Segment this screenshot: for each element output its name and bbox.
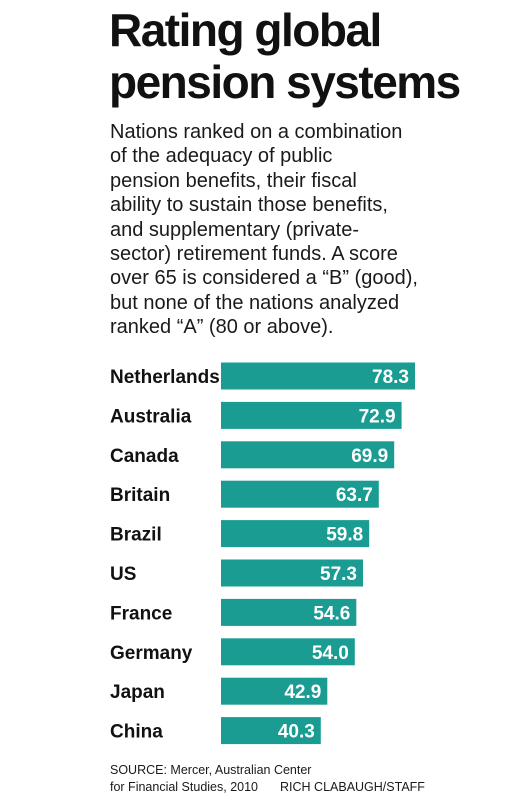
- bar-australia: [221, 401, 402, 429]
- chart-title-line-2: pension systems: [109, 56, 461, 108]
- subtitle-line-8: but none of the nations analyzed: [110, 291, 400, 314]
- value-label-australia: 72.9: [359, 406, 396, 427]
- bar-germany: [221, 638, 355, 666]
- value-label-canada: 69.9: [351, 446, 388, 467]
- bar-us: [221, 559, 363, 587]
- chart-title-line-1: Rating global: [109, 4, 382, 56]
- category-label-france: France: [110, 603, 172, 624]
- category-label-britain: Britain: [110, 485, 170, 506]
- value-label-china: 40.3: [278, 722, 315, 743]
- source-line-2-text: for Financial Studies, 2010: [110, 780, 259, 794]
- staff-credit: RICH CLABAUGH/STAFF: [280, 780, 425, 794]
- bar-france: [221, 598, 357, 626]
- category-label-us: US: [110, 564, 136, 585]
- bar-brazil: [221, 520, 370, 548]
- subtitle-line-5: and supplementary (private-: [110, 218, 360, 241]
- value-label-britain: 63.7: [336, 485, 373, 506]
- subtitle-line-9: ranked “A” (80 or above).: [110, 316, 334, 339]
- source-note: SOURCE: Mercer, Australian Center for Fi…: [110, 762, 525, 796]
- subtitle-line-1: Nations ranked on a combination: [110, 121, 403, 143]
- bar-britain: [221, 480, 379, 508]
- category-label-netherlands: Netherlands: [110, 367, 220, 388]
- value-label-germany: 54.0: [312, 643, 349, 664]
- subtitle-line-6: sector) retirement funds. A score: [110, 243, 398, 266]
- category-label-germany: Germany: [110, 643, 193, 664]
- value-label-us: 57.3: [320, 564, 357, 585]
- subtitle-line-3: pension benefits, their fiscal: [110, 169, 357, 192]
- bar-japan: [221, 677, 328, 705]
- bar-china: [221, 717, 321, 745]
- value-label-france: 54.6: [313, 603, 350, 624]
- category-label-china: China: [110, 722, 163, 743]
- chart-title: Rating global pension systems: [109, 4, 519, 108]
- subtitle-line-4: ability to sustain those benefits,: [110, 194, 388, 217]
- category-label-japan: Japan: [110, 682, 165, 703]
- value-label-netherlands: 78.3: [372, 367, 409, 388]
- chart-subtitle: Nations ranked on a combination of the a…: [110, 120, 525, 340]
- subtitle-line-7: over 65 is considered a “B” (good),: [110, 267, 418, 290]
- value-label-japan: 42.9: [284, 682, 321, 703]
- value-label-brazil: 59.8: [326, 525, 363, 546]
- subtitle-line-2: of the adequacy of public: [110, 145, 333, 168]
- bar-canada: [221, 441, 395, 469]
- category-label-australia: Australia: [110, 406, 192, 427]
- bar-netherlands: [221, 362, 415, 390]
- source-line-2: for Financial Studies, 2010 RICH CLABAUGH…: [110, 779, 525, 796]
- category-label-brazil: Brazil: [110, 525, 162, 546]
- category-label-canada: Canada: [110, 446, 179, 467]
- source-line-1: SOURCE: Mercer, Australian Center: [110, 763, 312, 777]
